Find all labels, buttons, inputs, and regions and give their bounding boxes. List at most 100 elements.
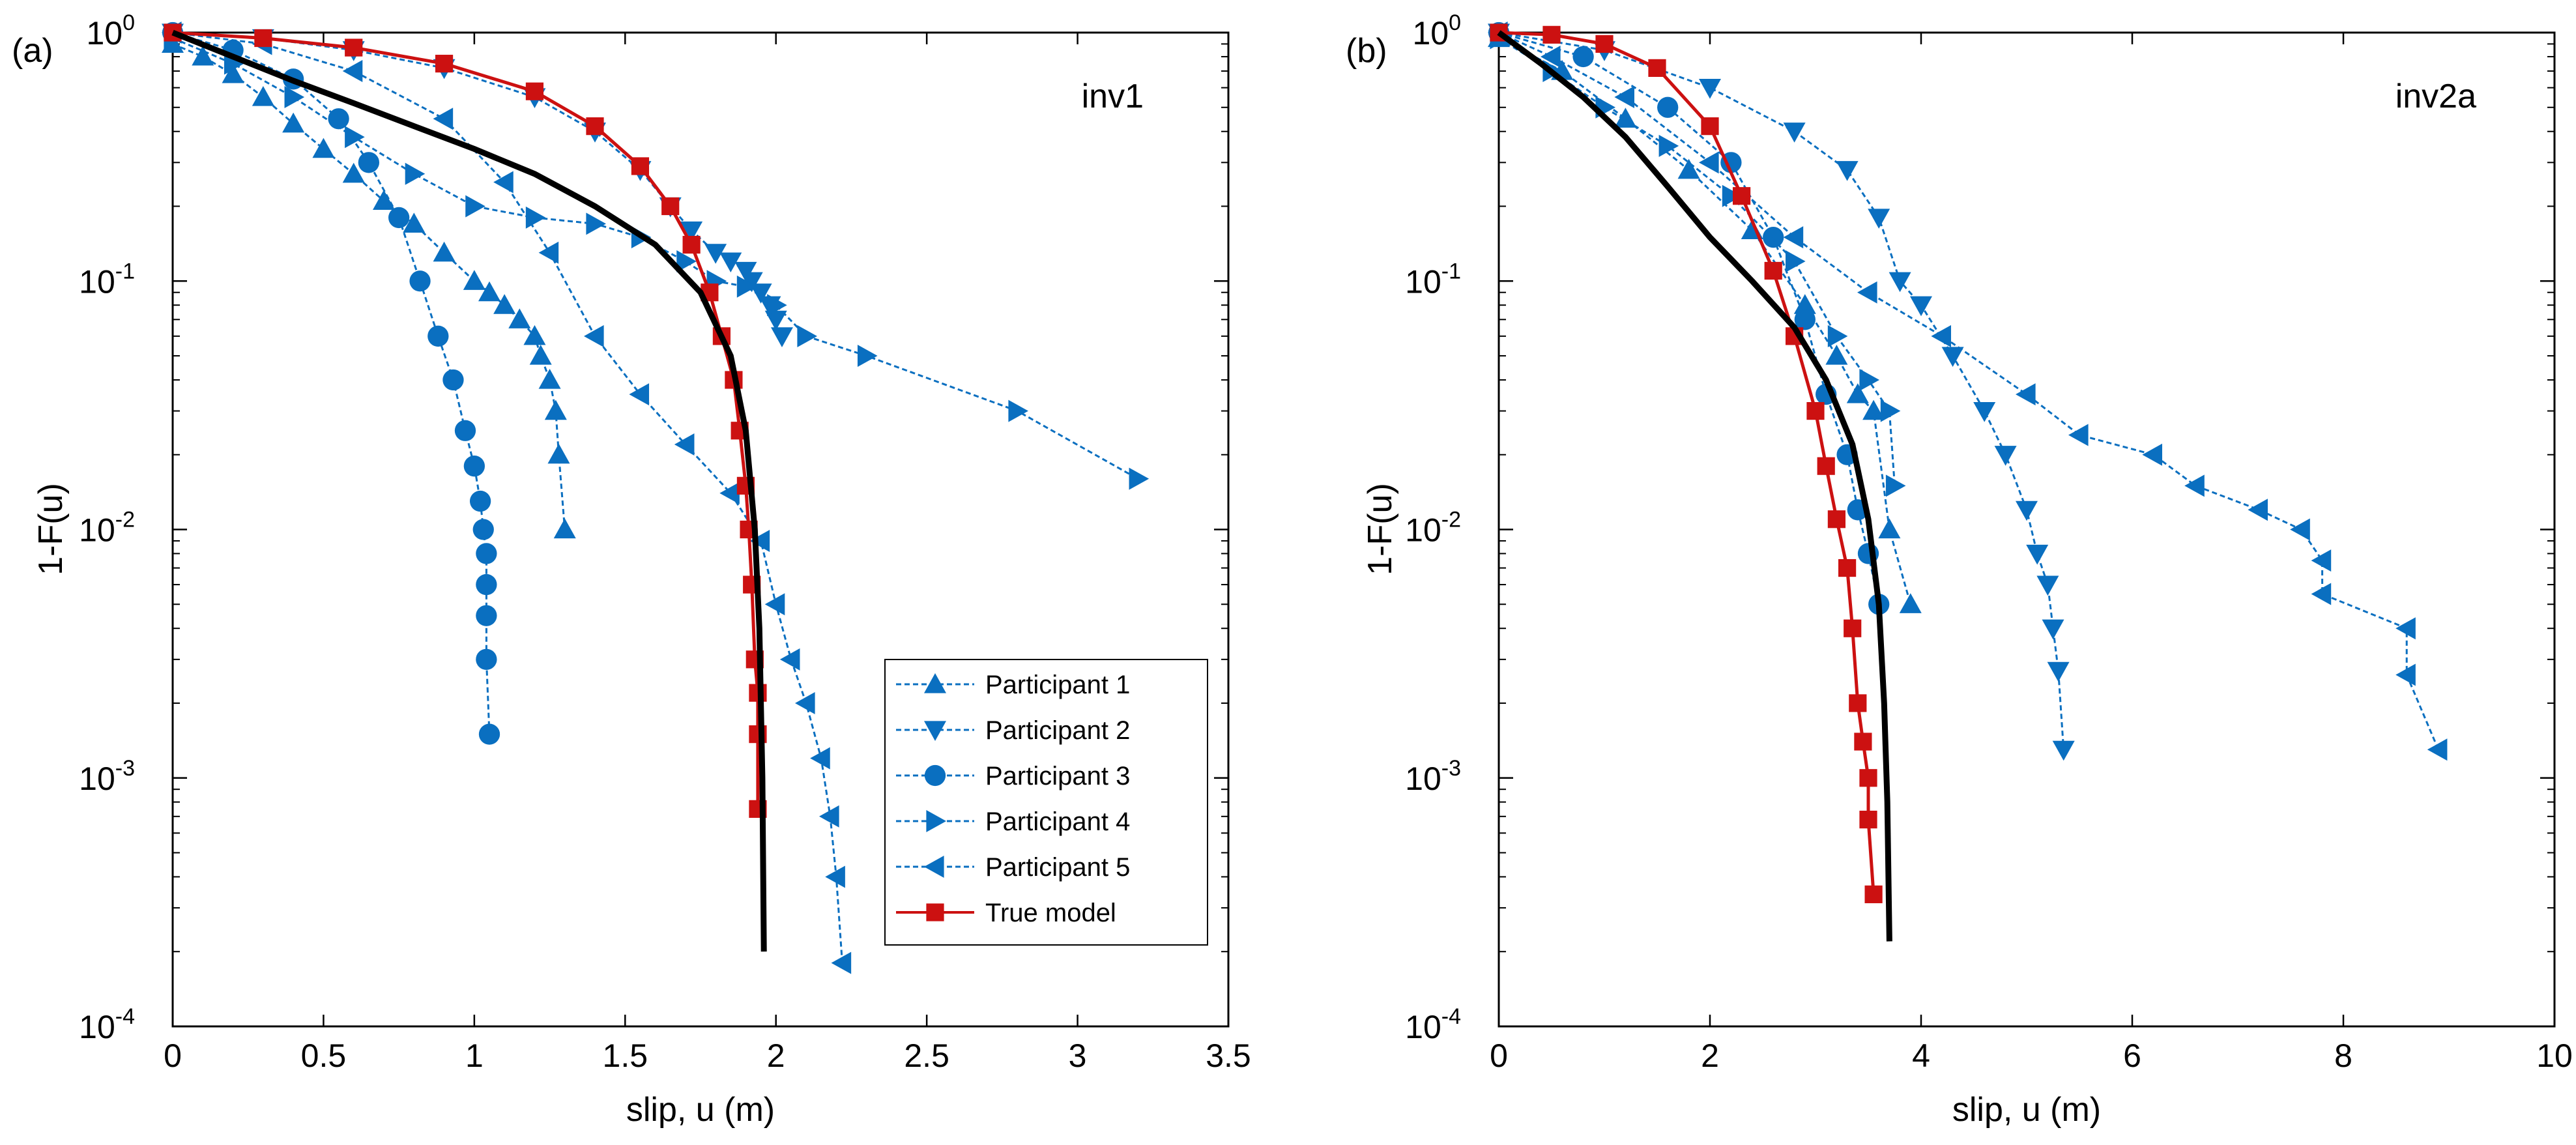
data-point <box>493 171 514 194</box>
data-point <box>661 197 680 216</box>
data-point <box>1846 383 1869 403</box>
data-point <box>1844 619 1862 637</box>
data-point <box>345 126 365 149</box>
series-line <box>172 31 783 337</box>
data-point <box>2016 500 2038 521</box>
x-axis-label: slip, u (m) <box>626 1091 775 1129</box>
legend-label: Participant 2 <box>985 716 1130 745</box>
legend-marker <box>926 810 946 832</box>
data-point <box>463 270 485 290</box>
data-point <box>433 241 456 262</box>
panel-a: (a) inv1 slip, u (m) 1-F(u) 0 0.5 1 1.5 2 2.5… <box>12 10 1251 1129</box>
data-point <box>770 327 793 347</box>
series-line <box>1498 37 1896 486</box>
data-point <box>252 85 274 106</box>
data-point <box>525 82 544 100</box>
legend-marker <box>924 673 946 693</box>
data-point <box>810 747 830 770</box>
data-point <box>2427 738 2448 761</box>
legend-item: Participant 3 <box>896 762 1130 790</box>
data-point <box>1764 261 1782 280</box>
x-tick-label: 0 <box>1490 1037 1508 1074</box>
data-point <box>2184 474 2205 497</box>
legend-item: True model <box>896 899 1116 927</box>
data-point <box>312 138 335 158</box>
data-point <box>544 399 567 420</box>
y-tick-label: 10-3 <box>1405 756 1461 797</box>
x-tick-label: 2.5 <box>904 1037 949 1074</box>
data-point <box>682 235 701 254</box>
series-line <box>172 31 843 963</box>
inv-annotation: inv2a <box>2395 78 2476 115</box>
x-tick-label: 0 <box>164 1037 182 1074</box>
data-point <box>1657 96 1679 118</box>
y-tick-label: 10-1 <box>79 259 135 300</box>
x-tick-label: 2 <box>767 1037 785 1074</box>
data-point <box>740 272 763 293</box>
data-point <box>1008 399 1028 422</box>
data-point <box>1838 558 1857 577</box>
data-point <box>795 691 815 714</box>
data-point <box>547 443 570 464</box>
panel-label: (a) <box>12 32 53 70</box>
data-point <box>857 345 878 368</box>
data-point <box>736 275 757 298</box>
data-point <box>1862 399 1885 420</box>
y-ticks: 10-4 10-3 10-2 10-1 100 <box>1405 10 2554 1045</box>
data-point <box>704 244 727 264</box>
data-point <box>472 519 494 540</box>
y-tick-label: 10-1 <box>1405 259 1461 300</box>
x-tick-label: 0.5 <box>301 1037 347 1074</box>
data-point <box>584 325 604 347</box>
data-point <box>403 212 426 233</box>
data-point <box>553 518 576 539</box>
data-point <box>1701 117 1719 136</box>
data-point <box>538 368 561 389</box>
data-point <box>1854 732 1872 751</box>
x-tick-label: 1.5 <box>603 1037 648 1074</box>
data-point <box>1614 85 1634 108</box>
data-point <box>1806 401 1825 420</box>
data-point <box>478 281 500 302</box>
data-point <box>1859 811 1877 829</box>
series-line <box>172 43 566 530</box>
data-point <box>1859 368 1879 391</box>
data-point <box>2395 663 2416 686</box>
legend-item: Participant 5 <box>896 853 1130 882</box>
data-point <box>1595 35 1614 53</box>
data-point <box>631 157 650 175</box>
plot-frame <box>1498 31 2556 1028</box>
data-point <box>409 270 431 292</box>
data-point <box>1786 250 1806 273</box>
panel-b: (b) inv2a slip, u (m) 1-F(u) 0 2 4 6 8 10 10-… <box>1346 10 2573 1129</box>
data-point <box>373 190 395 210</box>
legend-marker <box>924 856 944 878</box>
data-point <box>1836 161 1859 181</box>
data-point <box>1129 467 1150 490</box>
data-point <box>629 383 650 406</box>
data-point <box>1699 151 1719 174</box>
data-point <box>1699 78 1721 99</box>
data-point <box>529 345 552 365</box>
data-point <box>342 162 365 183</box>
data-point <box>2311 549 2332 572</box>
y-tick-label: 100 <box>86 10 135 51</box>
data-point <box>1783 226 1804 249</box>
series-fitted-curve <box>1497 30 1892 942</box>
data-point <box>1889 272 1911 293</box>
series-participant-2 <box>1488 23 2075 761</box>
data-point <box>254 29 272 48</box>
data-point <box>825 865 845 888</box>
data-point <box>676 250 697 273</box>
x-tick-label: 3 <box>1069 1037 1087 1074</box>
data-point <box>358 152 380 173</box>
data-point <box>1973 401 1996 422</box>
data-point <box>538 241 559 264</box>
series-participant-1 <box>162 33 576 539</box>
data-point <box>1793 294 1816 314</box>
data-point <box>1864 885 1883 903</box>
data-point <box>797 325 817 347</box>
series-participant-3 <box>162 22 500 745</box>
data-point <box>1827 325 1848 347</box>
data-point <box>749 283 772 304</box>
